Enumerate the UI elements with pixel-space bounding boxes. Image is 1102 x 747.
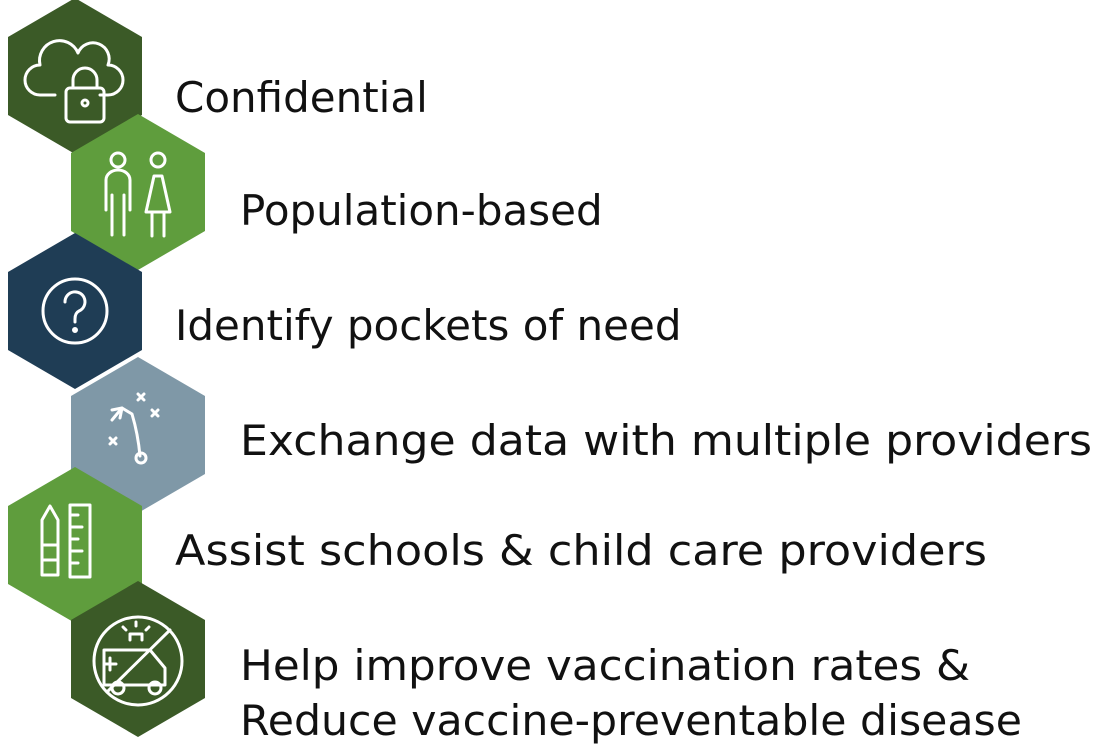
hexagon — [8, 0, 142, 154]
item-label: Help improve vaccination rates & — [240, 641, 970, 690]
ambulance-icon — [92, 615, 184, 707]
question-icon — [41, 277, 109, 345]
item-label: Confidential — [175, 73, 428, 122]
hexagon — [71, 114, 205, 270]
item-label: Exchange data with multiple providers — [240, 416, 1092, 465]
item-label: Identify pockets of need — [175, 301, 682, 350]
hexagon — [8, 467, 142, 623]
people-icon — [104, 151, 172, 238]
strategy-icon — [108, 392, 160, 465]
pencil-ruler-icon — [40, 503, 92, 579]
item-label: Assist schools & child care providers — [175, 526, 987, 575]
cloud-lock-icon — [23, 39, 125, 124]
item-label: Population-based — [240, 186, 603, 235]
item-label: Reduce vaccine-preventable disease — [240, 696, 1022, 745]
hexagon — [8, 233, 142, 389]
hexagon — [71, 581, 205, 737]
